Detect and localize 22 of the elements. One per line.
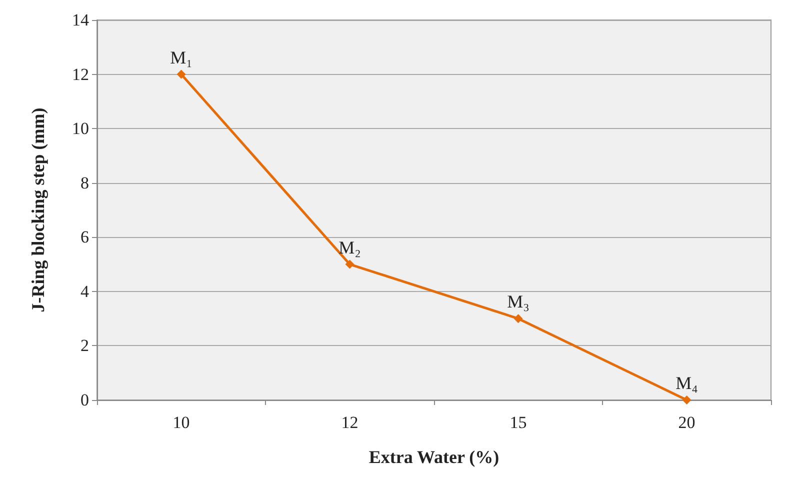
point [345,260,354,269]
annotation: M₂ [338,237,361,258]
y-tick-label: 6 [80,228,89,247]
point [514,314,523,324]
y-tick-label: 8 [80,173,89,192]
y-tick-label: 0 [80,390,89,410]
x-tick-label: 15 [510,413,527,432]
x-tick-label: 10 [172,413,190,432]
y-tick-label: 2 [80,336,89,356]
point [176,70,186,79]
x-axis-title: Extra Water (%) [368,447,500,467]
annotation: M₁ [170,47,192,68]
y-tick-label: 10 [72,119,89,138]
annotation: M₃ [507,292,530,312]
y-axis-title: J-Ring blocking step (mm) [28,108,48,312]
y-tick-label: 4 [80,282,90,301]
y-tick-label: 14 [72,10,90,30]
point [682,396,692,404]
x-tick-label: 20 [678,413,696,432]
annotation: M₄ [676,373,698,393]
x-tick-label: 12 [341,413,358,432]
y-tick-label: 12 [72,64,89,84]
